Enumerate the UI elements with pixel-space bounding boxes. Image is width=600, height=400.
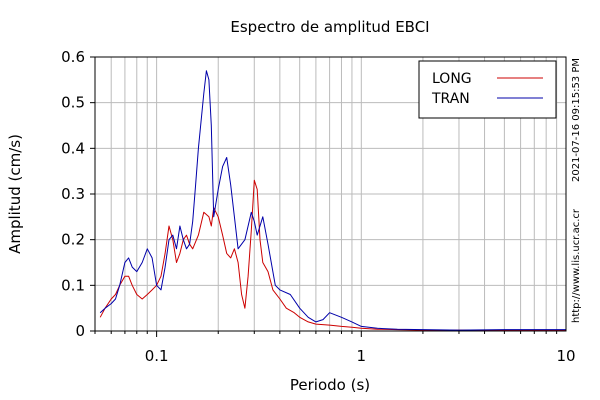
x-tick-label: 1 <box>357 347 367 365</box>
x-tick-label: 0.1 <box>145 347 169 365</box>
series-line-tran <box>99 70 566 331</box>
y-tick-label: 0.5 <box>61 94 85 112</box>
axis-ticks: 0.1 1 10 0 0.1 0.2 0.3 0.4 0.5 0.6 <box>61 48 575 365</box>
series-lines <box>99 70 566 331</box>
y-axis-label: Amplitud (cm/s) <box>6 134 24 254</box>
x-tick-label: 10 <box>556 347 575 365</box>
y-tick-label: 0.2 <box>61 231 85 249</box>
grid <box>94 56 566 332</box>
y-tick-label: 0.6 <box>61 48 85 66</box>
legend-label-long: LONG <box>432 71 472 87</box>
url-label: http://www.lis.ucr.ac.cr <box>571 208 582 323</box>
timestamp-label: 2021-07-16 09:15:53 PM <box>571 58 582 182</box>
legend: LONG TRAN <box>418 60 557 119</box>
y-tick-label: 0.3 <box>61 185 85 203</box>
x-axis-label: Periodo (s) <box>290 376 370 394</box>
y-tick-label: 0.4 <box>61 139 85 157</box>
legend-label-tran: TRAN <box>431 91 470 107</box>
chart-title: Espectro de amplitud EBCI <box>230 18 429 36</box>
y-tick-label: 0.1 <box>61 276 85 294</box>
y-tick-label: 0 <box>75 322 85 340</box>
series-line-long <box>99 179 566 331</box>
legend-box <box>418 60 557 119</box>
